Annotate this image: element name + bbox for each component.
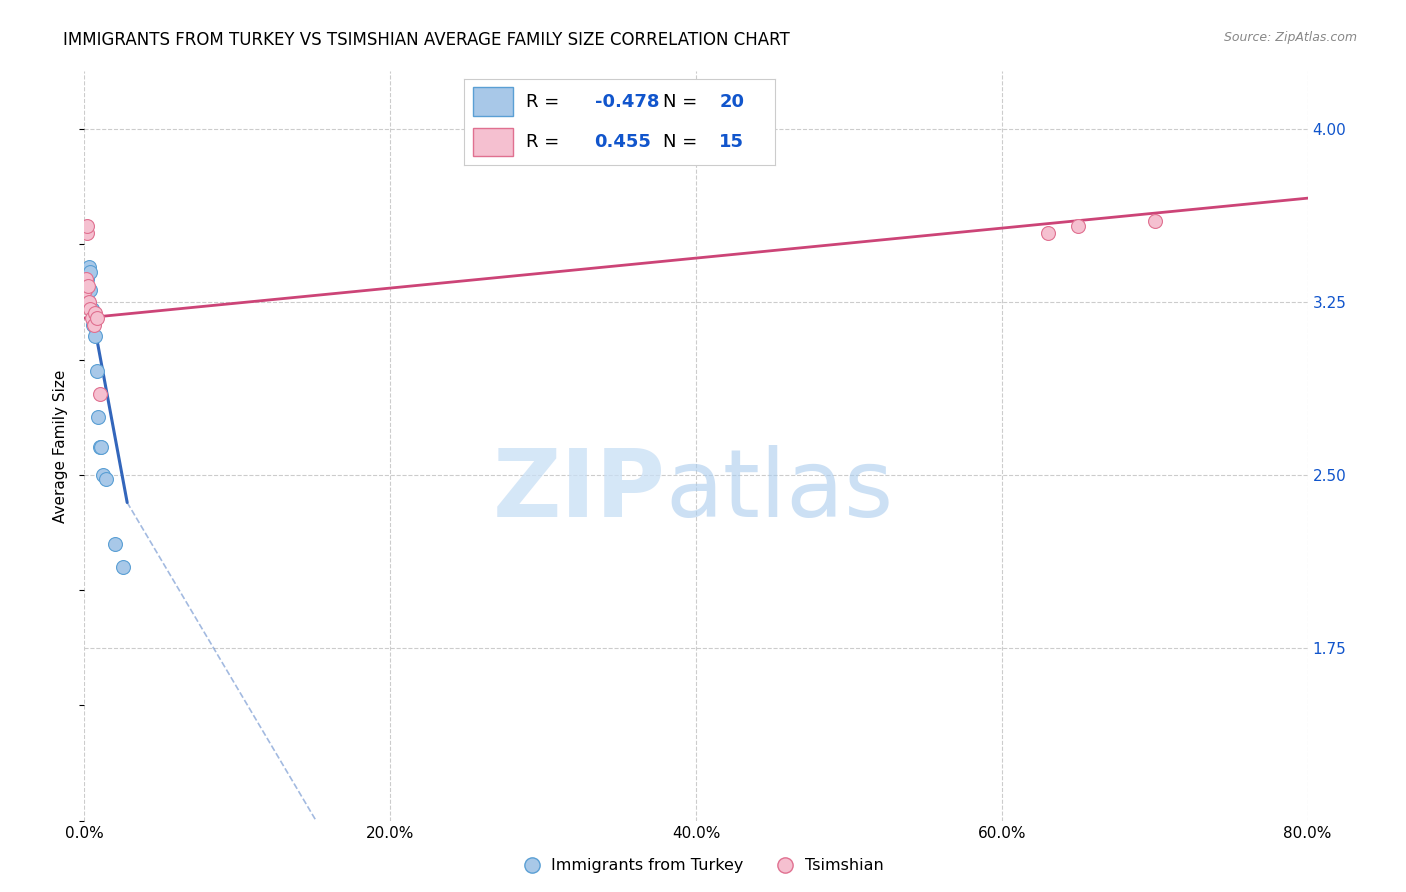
Y-axis label: Average Family Size: Average Family Size: [53, 369, 69, 523]
Point: [89, 387, 111, 401]
Point: [79, 265, 101, 279]
Text: ZIP: ZIP: [492, 445, 665, 537]
Point: [76, 272, 98, 286]
Point: [82, 318, 104, 332]
Point: [111, 560, 134, 574]
Point: [76, 284, 98, 298]
Point: [1036, 226, 1059, 240]
Point: [79, 284, 101, 298]
Point: [83, 318, 105, 332]
Point: [75, 278, 97, 293]
Point: [75, 288, 97, 302]
Point: [76, 226, 98, 240]
Point: [89, 440, 111, 454]
Point: [94, 472, 117, 486]
Point: [84, 329, 107, 343]
Point: [77, 294, 100, 309]
Legend: Immigrants from Turkey, Tsimshian: Immigrants from Turkey, Tsimshian: [516, 852, 890, 880]
Text: IMMIGRANTS FROM TURKEY VS TSIMSHIAN AVERAGE FAMILY SIZE CORRELATION CHART: IMMIGRANTS FROM TURKEY VS TSIMSHIAN AVER…: [63, 31, 790, 49]
Point: [1143, 214, 1166, 228]
Point: [87, 410, 110, 425]
Point: [91, 467, 114, 482]
Point: [86, 311, 108, 326]
Text: Source: ZipAtlas.com: Source: ZipAtlas.com: [1223, 31, 1357, 45]
Point: [86, 364, 108, 378]
Point: [75, 284, 97, 298]
Text: atlas: atlas: [665, 445, 894, 537]
Point: [77, 294, 100, 309]
Point: [77, 260, 100, 275]
Point: [76, 219, 98, 233]
Point: [77, 278, 100, 293]
Point: [80, 301, 103, 316]
Point: [75, 272, 97, 286]
Point: [79, 301, 101, 316]
Point: [80, 311, 103, 326]
Point: [90, 440, 112, 454]
Point: [1067, 219, 1090, 233]
Point: [104, 537, 127, 551]
Point: [84, 306, 107, 320]
Point: [83, 306, 105, 320]
